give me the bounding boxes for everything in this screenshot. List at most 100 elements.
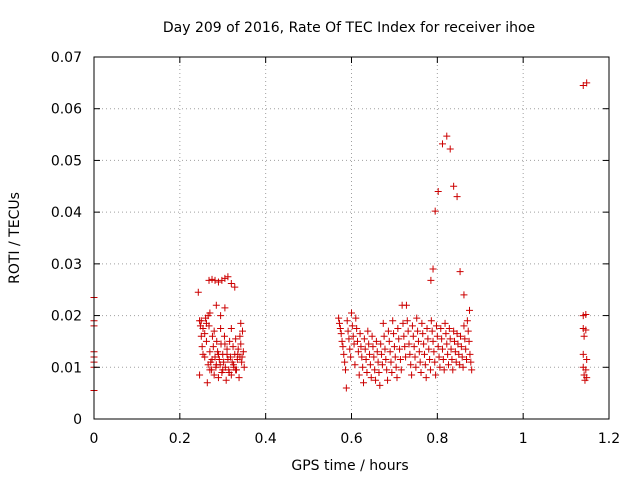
data-point	[223, 350, 231, 358]
data-point	[410, 343, 418, 351]
data-point	[583, 79, 591, 87]
data-point	[232, 366, 240, 374]
data-point	[341, 358, 349, 366]
data-point	[353, 325, 361, 332]
data-point	[237, 319, 245, 327]
data-point	[198, 343, 206, 351]
data-point	[379, 319, 387, 327]
data-point	[238, 353, 246, 361]
data-point	[368, 332, 376, 340]
data-point	[434, 187, 442, 195]
x-tick-label: 1.2	[598, 431, 620, 447]
data-point	[425, 345, 433, 353]
x-tick-label: 0.6	[340, 431, 362, 447]
y-tick-label: 0.03	[51, 257, 82, 273]
data-point	[400, 332, 408, 340]
data-point	[449, 366, 457, 374]
data-point	[344, 327, 352, 335]
data-point	[428, 327, 436, 335]
data-point	[431, 207, 439, 215]
data-point	[337, 330, 345, 338]
data-point	[448, 356, 456, 364]
data-point	[221, 304, 229, 312]
data-point	[226, 337, 234, 345]
data-point	[384, 376, 392, 384]
data-point	[199, 325, 207, 332]
data-point	[464, 327, 472, 335]
data-point	[426, 366, 434, 374]
data-point	[354, 348, 362, 356]
data-point	[434, 343, 442, 351]
data-point	[444, 361, 452, 369]
data-point	[417, 368, 425, 376]
data-point	[236, 332, 244, 340]
data-point	[385, 337, 393, 345]
axis-ticks	[93, 56, 610, 420]
data-point	[365, 340, 373, 348]
data-point	[396, 356, 404, 364]
data-points	[90, 79, 591, 395]
data-point	[194, 288, 202, 296]
data-point	[580, 332, 588, 340]
y-tick-label: 0.06	[51, 102, 82, 118]
data-point	[210, 327, 218, 335]
data-point	[346, 345, 354, 353]
data-point	[222, 376, 230, 384]
data-point	[460, 291, 468, 299]
data-point	[582, 366, 590, 374]
data-point	[444, 350, 452, 358]
data-point	[441, 319, 449, 327]
data-point	[435, 353, 443, 361]
y-tick-labels: 0 0.01 0.02 0.03 0.04 0.05 0.06 0.07	[51, 50, 82, 428]
data-point	[220, 332, 228, 340]
data-point	[392, 363, 400, 371]
data-point	[348, 309, 355, 317]
data-point	[231, 283, 239, 291]
data-point	[370, 353, 378, 361]
data-point	[205, 276, 213, 284]
data-point	[453, 193, 461, 201]
data-point	[424, 335, 432, 343]
data-point	[395, 335, 403, 343]
data-point	[461, 335, 469, 343]
data-point	[387, 358, 395, 366]
data-point	[430, 348, 438, 356]
data-point	[234, 350, 242, 358]
data-point	[418, 319, 426, 327]
data-point	[402, 353, 410, 361]
data-point	[396, 345, 404, 353]
data-point	[354, 337, 362, 345]
data-point	[462, 345, 470, 353]
data-point	[394, 325, 402, 332]
data-point	[402, 301, 410, 309]
data-point	[427, 317, 435, 325]
data-point	[197, 317, 205, 325]
data-point	[364, 327, 372, 335]
data-point	[201, 353, 209, 361]
data-point	[414, 327, 422, 335]
data-point	[357, 343, 365, 351]
data-point	[213, 337, 221, 345]
data-point	[209, 343, 217, 351]
data-point	[220, 358, 228, 366]
x-axis-label: GPS time / hours	[291, 458, 408, 474]
data-point	[221, 274, 229, 282]
data-point	[362, 356, 370, 364]
data-point	[215, 356, 223, 364]
data-point	[414, 337, 422, 345]
data-point	[206, 309, 214, 317]
data-point	[431, 358, 439, 366]
data-point	[445, 325, 453, 332]
data-point	[582, 311, 590, 319]
data-point	[239, 348, 247, 356]
data-point	[343, 317, 351, 325]
data-point	[466, 350, 474, 358]
data-point	[372, 337, 380, 345]
data-point	[229, 343, 237, 351]
data-point	[432, 322, 440, 330]
data-point	[235, 374, 243, 382]
chart-title: Day 209 of 2016, Rate Of TEC Index for r…	[163, 20, 535, 36]
data-point	[363, 368, 371, 376]
data-point	[338, 337, 346, 345]
data-point	[367, 374, 375, 382]
